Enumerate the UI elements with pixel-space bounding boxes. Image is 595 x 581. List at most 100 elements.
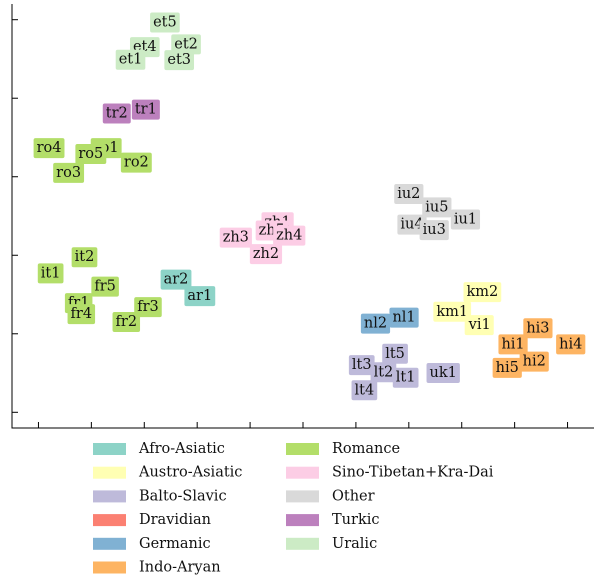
point-box bbox=[134, 297, 162, 318]
point-label: zh3 bbox=[223, 230, 249, 246]
point-box bbox=[184, 286, 216, 307]
point-label: hi5 bbox=[496, 360, 519, 376]
point-box bbox=[91, 276, 119, 297]
point-vi1: vi1 bbox=[464, 315, 494, 336]
point-label: hi3 bbox=[526, 320, 549, 336]
legend-item: Indo-Aryan bbox=[93, 560, 221, 576]
point-box bbox=[150, 12, 180, 33]
point-label: tr2 bbox=[106, 106, 128, 122]
point-label: tr1 bbox=[135, 102, 157, 118]
point-ro3: ro3 bbox=[53, 162, 85, 183]
legend-swatch bbox=[286, 466, 319, 479]
point-lt3: lt3 bbox=[348, 355, 375, 376]
point-box bbox=[360, 313, 391, 334]
point-box bbox=[463, 282, 502, 303]
point-it1: it1 bbox=[37, 263, 64, 284]
point-label: iu1 bbox=[454, 212, 477, 228]
legend-label: Balto-Slavic bbox=[139, 488, 227, 504]
point-iu3: iu3 bbox=[419, 220, 449, 241]
point-nl1: nl1 bbox=[389, 307, 419, 328]
legend-swatch bbox=[286, 537, 319, 550]
point-box bbox=[71, 247, 98, 268]
point-ro2: ro2 bbox=[120, 152, 152, 173]
point-label: iu3 bbox=[423, 222, 446, 238]
point-box bbox=[249, 244, 283, 265]
legend-label: Romance bbox=[332, 441, 400, 457]
legend-item: Germanic bbox=[93, 536, 211, 552]
legend-label: Austro-Asiatic bbox=[138, 465, 242, 481]
point-box bbox=[523, 318, 553, 339]
point-hi2: hi2 bbox=[519, 351, 549, 372]
legend-label: Afro-Asiatic bbox=[138, 441, 225, 457]
point-box bbox=[351, 380, 378, 401]
point-box bbox=[450, 209, 481, 230]
point-box bbox=[273, 225, 306, 246]
point-box bbox=[160, 269, 192, 290]
point-fr2: fr2 bbox=[112, 312, 141, 332]
point-box bbox=[112, 312, 141, 332]
point-label: km2 bbox=[466, 284, 498, 300]
point-fr3: fr3 bbox=[134, 297, 162, 318]
point-box bbox=[115, 49, 146, 70]
legend-label: Uralic bbox=[332, 536, 377, 552]
legend-item: Other bbox=[286, 488, 375, 504]
legend-label: Indo-Aryan bbox=[139, 560, 221, 576]
point-box bbox=[120, 152, 152, 173]
legend-item: Afro-Asiatic bbox=[93, 441, 225, 457]
point-label: nl2 bbox=[364, 316, 387, 332]
point-box bbox=[75, 143, 107, 164]
point-ro5: ro5 bbox=[75, 143, 107, 164]
point-box bbox=[33, 138, 65, 159]
point-box bbox=[464, 315, 494, 336]
point-box bbox=[37, 263, 64, 284]
point-label: et2 bbox=[174, 36, 198, 52]
point-km2: km2 bbox=[463, 282, 502, 303]
point-box bbox=[131, 99, 160, 120]
point-box bbox=[394, 184, 424, 205]
point-box bbox=[426, 363, 460, 384]
point-box bbox=[397, 214, 427, 235]
point-ar2: ar2 bbox=[160, 269, 192, 290]
point-label: it2 bbox=[75, 249, 95, 265]
point-box bbox=[53, 162, 85, 183]
point-label: nl1 bbox=[392, 310, 415, 326]
points-layer: et5et4et2et1et3tr2tr1ro4ro1ro5ro2ro3zh1z… bbox=[33, 12, 586, 401]
point-label: lt1 bbox=[396, 370, 416, 386]
legend-swatch bbox=[93, 443, 126, 455]
point-box bbox=[67, 304, 96, 325]
legend-swatch bbox=[93, 490, 126, 503]
point-label: lt4 bbox=[355, 382, 375, 398]
point-lt5: lt5 bbox=[382, 343, 408, 364]
point-label: hi1 bbox=[501, 336, 524, 352]
legend-label: Other bbox=[332, 488, 375, 504]
point-et2: et2 bbox=[171, 34, 201, 55]
point-box bbox=[492, 357, 522, 378]
legend-swatch bbox=[286, 490, 319, 503]
point-fr4: fr4 bbox=[67, 304, 96, 325]
point-ro4: ro4 bbox=[33, 138, 65, 159]
legend-item: Sino-Tibetan+Kra-Dai bbox=[286, 465, 494, 481]
point-box bbox=[422, 197, 452, 218]
point-label: et3 bbox=[167, 52, 191, 68]
point-et3: et3 bbox=[164, 50, 195, 71]
point-label: ar1 bbox=[187, 288, 212, 304]
legend-swatch bbox=[286, 443, 319, 455]
point-lt4: lt4 bbox=[351, 380, 378, 401]
point-label: et5 bbox=[153, 14, 177, 30]
point-iu5: iu5 bbox=[422, 197, 452, 218]
point-box bbox=[348, 355, 375, 376]
point-box bbox=[519, 351, 549, 372]
point-hi4: hi4 bbox=[556, 334, 586, 355]
legend-item: Turkic bbox=[286, 512, 380, 528]
point-et1: et1 bbox=[115, 49, 146, 70]
point-nl2: nl2 bbox=[360, 313, 391, 334]
point-label: uk1 bbox=[430, 365, 457, 381]
point-box bbox=[370, 362, 397, 383]
point-label: fr2 bbox=[116, 314, 138, 330]
legend-swatch bbox=[93, 466, 126, 479]
point-iu2: iu2 bbox=[394, 184, 424, 205]
legend-label: Turkic bbox=[332, 512, 380, 528]
point-box bbox=[171, 34, 201, 55]
legend-swatch bbox=[286, 514, 319, 527]
point-box bbox=[498, 334, 528, 355]
